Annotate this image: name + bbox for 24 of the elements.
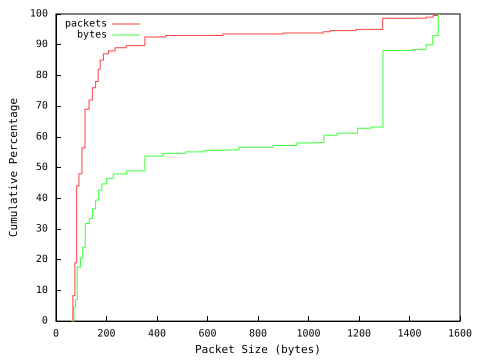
y-tick-label: 90	[36, 39, 48, 50]
x-tick-label: 800	[248, 328, 268, 340]
y-tick-label: 50	[36, 162, 48, 174]
x-axis-title: Packet Size (bytes)	[195, 343, 321, 356]
y-tick-label: 70	[36, 100, 48, 112]
legend-label: packets	[64, 18, 108, 30]
y-tick-label: 100	[30, 8, 48, 20]
x-tick-label: 0	[52, 328, 59, 340]
y-tick-label: 30	[36, 223, 48, 234]
x-tick-label: 1600	[448, 328, 472, 340]
y-tick-label: 10	[36, 284, 48, 296]
y-tick-label: 0	[42, 316, 48, 327]
y-tick-label: 40	[36, 192, 48, 204]
x-tick-label: 1200	[346, 328, 372, 340]
y-axis-title: Cumulative Percentage	[7, 98, 20, 238]
x-tick-label: 400	[148, 328, 166, 340]
y-tick-label: 20	[36, 254, 48, 266]
x-tick-label: 1400	[397, 328, 422, 340]
y-tick-label: 60	[36, 131, 48, 142]
y-tick-label: 80	[36, 70, 48, 81]
x-tick-label: 1000	[296, 328, 321, 340]
legend-label: bytes	[77, 30, 108, 40]
x-tick-label: 600	[198, 328, 217, 340]
x-tick-label: 200	[97, 328, 116, 340]
